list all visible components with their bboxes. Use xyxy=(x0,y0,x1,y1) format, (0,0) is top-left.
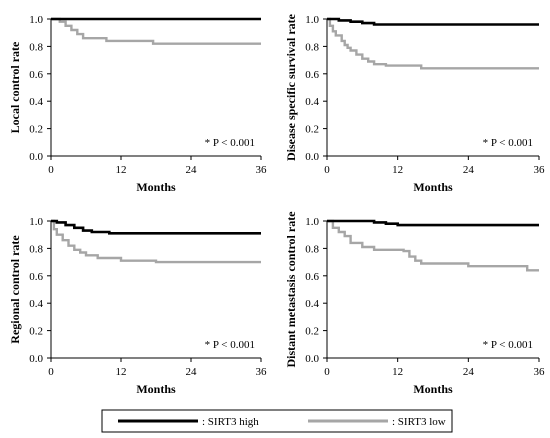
y-tick-label: 0.6 xyxy=(305,271,319,283)
chart-panel-regional-control: 0.0 0.2 0.4 0.6 0.8 1.0 0 12 24 36 Months Regional … xyxy=(8,216,267,396)
legend-label-sirt3-high: : SIRT3 high xyxy=(202,416,259,428)
x-tick-label: 0 xyxy=(48,366,54,378)
y-tick-label: 1.0 xyxy=(29,216,43,228)
x-axis-label: Months xyxy=(136,180,176,194)
chart-panel-disease-specific-survival: 0.0 0.2 0.4 0.6 0.8 1.0 0 12 24 36 Months Disease s… xyxy=(284,13,545,194)
x-tick-label: 12 xyxy=(116,366,127,378)
y-tick-label: 0.8 xyxy=(305,41,319,53)
series-line-sirt3-high xyxy=(51,219,261,235)
y-tick-label: 0.8 xyxy=(29,41,43,53)
y-tick-label: 0.2 xyxy=(305,124,319,136)
x-tick-label: 24 xyxy=(186,164,198,176)
legend-label-sirt3-low: : SIRT3 low xyxy=(392,416,446,428)
p-value-annotation: * P < 0.001 xyxy=(205,137,255,149)
chart-panel-distant-metastasis-control: 0.0 0.2 0.4 0.6 0.8 1.0 0 12 24 36 Months Distant m… xyxy=(284,211,545,396)
y-tick-label: 1.0 xyxy=(29,14,43,26)
chart-panels: 0.0 0.2 0.4 0.6 0.8 1.0 0 12 24 36 Months Local con… xyxy=(8,13,545,396)
series-line-sirt3-low xyxy=(327,17,539,70)
x-axis-label: Months xyxy=(413,180,453,194)
y-tick-label: 0.2 xyxy=(305,326,319,338)
x-tick-label: 36 xyxy=(534,164,546,176)
y-tick-label: 0.2 xyxy=(29,326,43,338)
y-tick-label: 0.0 xyxy=(305,353,319,365)
p-value-annotation: * P < 0.001 xyxy=(205,339,255,351)
y-tick-label: 0.0 xyxy=(29,151,43,163)
y-axis-label: Disease specific survival rate xyxy=(284,13,298,161)
chart-legend: : SIRT3 high : SIRT3 low xyxy=(101,409,453,433)
chart-panel-local-control: 0.0 0.2 0.4 0.6 0.8 1.0 0 12 24 36 Months Local con… xyxy=(8,14,267,194)
y-tick-label: 0.6 xyxy=(305,69,319,81)
series-line-sirt3-low xyxy=(51,17,261,45)
y-tick-label: 0.4 xyxy=(29,298,43,310)
series-line-sirt3-high xyxy=(327,219,539,227)
x-tick-label: 0 xyxy=(48,164,54,176)
x-tick-label: 24 xyxy=(463,164,475,176)
y-axis-label: Distant metastasis control rate xyxy=(284,211,298,368)
series-line-sirt3-low xyxy=(327,219,539,272)
x-tick-label: 36 xyxy=(534,366,546,378)
x-axis-label: Months xyxy=(136,382,176,396)
y-tick-label: 0.0 xyxy=(305,151,319,163)
y-tick-label: 1.0 xyxy=(305,14,319,26)
y-tick-label: 0.4 xyxy=(305,298,319,310)
y-tick-label: 0.8 xyxy=(305,243,319,255)
series-line-sirt3-low xyxy=(51,219,261,264)
y-tick-label: 0.6 xyxy=(29,69,43,81)
y-tick-label: 0.4 xyxy=(29,96,43,108)
p-value-annotation: * P < 0.001 xyxy=(483,137,533,149)
x-axis-label: Months xyxy=(413,382,453,396)
x-tick-label: 36 xyxy=(256,366,268,378)
x-tick-label: 12 xyxy=(392,366,403,378)
y-tick-label: 0.6 xyxy=(29,271,43,283)
y-axis-label: Regional control rate xyxy=(8,235,22,344)
y-tick-label: 0.0 xyxy=(29,353,43,365)
x-tick-label: 0 xyxy=(324,366,330,378)
x-tick-label: 12 xyxy=(392,164,403,176)
series-line-sirt3-high xyxy=(327,17,539,26)
y-tick-label: 1.0 xyxy=(305,216,319,228)
y-axis-label: Local control rate xyxy=(8,41,22,133)
y-tick-label: 0.4 xyxy=(305,96,319,108)
x-tick-label: 24 xyxy=(463,366,475,378)
x-tick-label: 0 xyxy=(324,164,330,176)
x-tick-label: 36 xyxy=(256,164,268,176)
x-tick-label: 12 xyxy=(116,164,127,176)
y-tick-label: 0.2 xyxy=(29,124,43,136)
legend-box xyxy=(101,409,453,433)
x-tick-label: 24 xyxy=(186,366,198,378)
y-tick-label: 0.8 xyxy=(29,243,43,255)
p-value-annotation: * P < 0.001 xyxy=(483,339,533,351)
